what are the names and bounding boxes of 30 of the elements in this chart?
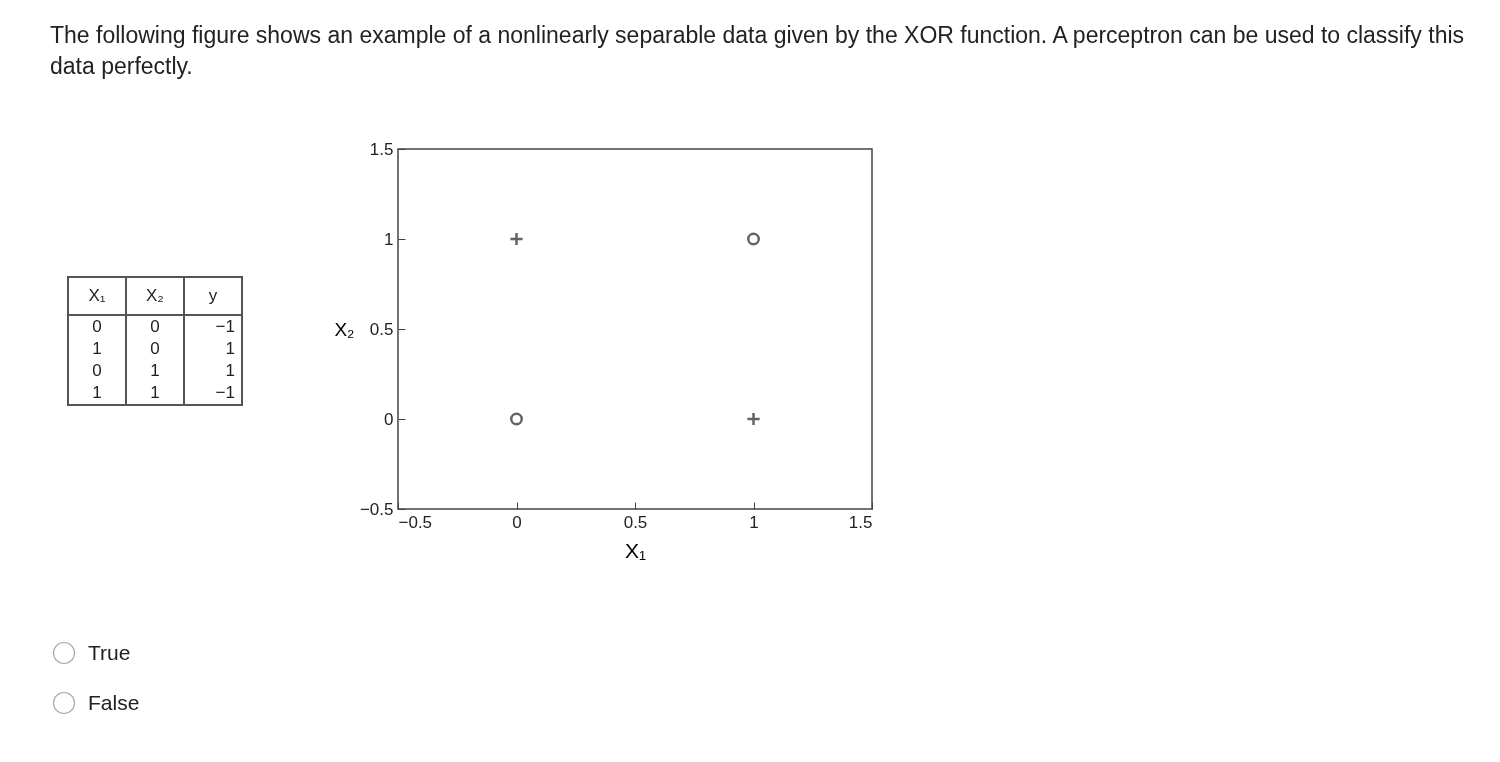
x-tick-label: 0.5	[623, 512, 648, 532]
y-tick-label: 1.5	[369, 139, 394, 159]
text: 1	[68, 338, 126, 360]
text: False	[88, 691, 140, 715]
y-tick-label: 1	[384, 229, 394, 249]
text: 1	[68, 382, 126, 405]
text: True	[88, 641, 131, 665]
text: 0	[126, 338, 184, 360]
x-tick-label: 0	[512, 512, 522, 532]
y-tick-label: 0.5	[369, 319, 394, 339]
x-tick-label: 1.5	[848, 512, 873, 532]
text: X₁	[68, 277, 126, 315]
text: y	[184, 277, 242, 315]
text: 0	[68, 315, 126, 338]
y-tick-label: −0.5	[359, 499, 394, 519]
y-axis-title: X₂	[334, 318, 355, 340]
text: 1	[184, 338, 242, 360]
text: −1	[184, 315, 242, 338]
x-tick-label: −0.5	[398, 512, 433, 532]
chart-title: The following figure shows an example of a nonlinearly separable data given by the XOR function. A perceptron can be used to classify this data perfectly.	[50, 21, 1466, 81]
text: 1	[184, 360, 242, 382]
x-axis-title: X₁	[624, 538, 647, 562]
text: 1	[126, 382, 184, 405]
y-tick-label: 0	[384, 409, 394, 429]
text: 0	[126, 315, 184, 338]
x-tick-label: 1	[749, 512, 759, 532]
text: −1	[184, 382, 242, 405]
text: X₂	[126, 277, 184, 315]
text: 0	[68, 360, 126, 382]
text: 1	[126, 360, 184, 382]
